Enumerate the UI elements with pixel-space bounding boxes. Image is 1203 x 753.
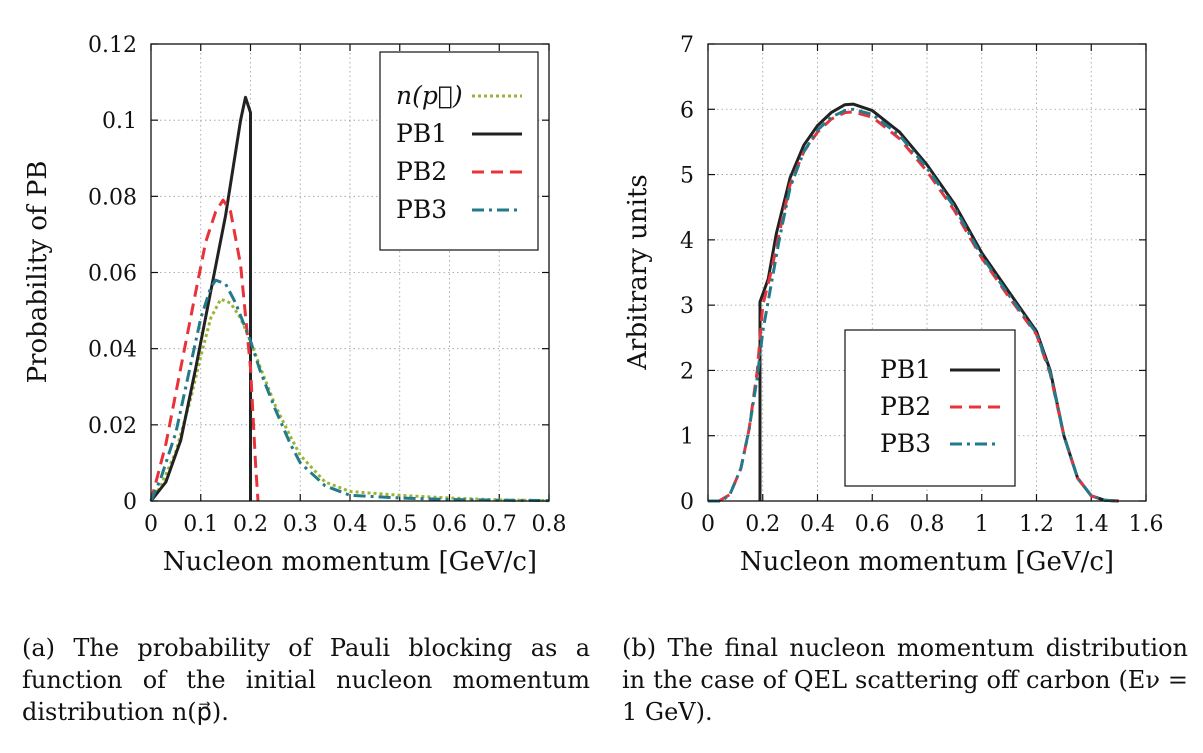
- y-tick-label-a: 0.1: [102, 109, 137, 134]
- grid-b: [708, 44, 1146, 501]
- y-tick-label-b: 0: [680, 490, 694, 515]
- legend-label-pb3-b: PB3: [880, 429, 931, 458]
- x-tick-label-a: 0.1: [183, 512, 218, 537]
- legend-label-n_p-a: n(p⃗): [396, 81, 463, 110]
- y-tick-label-b: 6: [680, 98, 694, 123]
- y-tick-label-b: 5: [680, 164, 694, 189]
- grid-a: [151, 44, 549, 501]
- caption-b: (b) The final nucleon momentum distribut…: [622, 632, 1188, 728]
- x-tick-label-a: 0.5: [382, 512, 417, 537]
- x-tick-label-a: 0.7: [482, 512, 517, 537]
- legend-box-a: [379, 51, 539, 251]
- legend-label-pb3-a: PB3: [396, 195, 447, 224]
- y-tick-label-a: 0.02: [88, 414, 137, 439]
- y-tick-label-b: 1: [680, 425, 694, 450]
- plot-frame-a: [150, 43, 550, 502]
- series-line-pb1-a: [149, 95, 252, 502]
- x-tick-label-b: 1.4: [1074, 512, 1109, 537]
- y-tick-label-a: 0.08: [88, 185, 137, 210]
- series-a: [149, 95, 550, 503]
- x-tick-label-b: 1.6: [1129, 512, 1164, 537]
- x-tick-label-b: 0.6: [855, 512, 890, 537]
- y-tick-label-a: 0: [123, 490, 137, 515]
- y-tick-label-b: 2: [680, 359, 694, 384]
- x-tick-label-b: 0.2: [745, 512, 780, 537]
- x-axis-label-b: Nucleon momentum [GeV/c]: [740, 547, 1114, 577]
- series-b: [708, 102, 1119, 503]
- y-tick-label-b: 4: [680, 229, 694, 254]
- figure: 0 0.1 0.2 0.3 0.4 0.5 0.6 0.7 0.8 00.020.040.060…: [23, 33, 1164, 577]
- y-tick-label-b: 7: [680, 33, 694, 58]
- x-tick-label-b: 0: [701, 512, 715, 537]
- caption-a: (a) The probability of Pauli blocking as…: [22, 632, 590, 728]
- y-axis-label-a: Probability of PB: [23, 161, 53, 384]
- x-tick-label-b: 0.4: [800, 512, 835, 537]
- x-ticks-a: 0 0.1 0.2 0.3 0.4 0.5 0.6 0.7 0.8: [144, 44, 567, 537]
- x-tick-label-a: 0.8: [532, 512, 567, 537]
- x-tick-label-a: 0: [144, 512, 158, 537]
- caption-a-text: (a) The probability of Pauli blocking as…: [22, 634, 590, 726]
- y-axis-label-b: Arbitrary units: [623, 174, 653, 371]
- x-tick-label-a: 0.3: [283, 512, 318, 537]
- x-tick-label-b: 0.8: [910, 512, 945, 537]
- plot-frame-b: [707, 43, 1147, 502]
- y-ticks-a: 0 0.02 0.04 0.06 0.08 0.1 0.12: [88, 33, 549, 515]
- caption-b-text: (b) The final nucleon momentum distribut…: [622, 634, 1188, 726]
- chart-panel-a: 0 0.1 0.2 0.3 0.4 0.5 0.6 0.7 0.8 00.020.040.060…: [23, 33, 567, 577]
- legend-label-pb2-b: PB2: [880, 392, 931, 421]
- series-line-pb3-b: [708, 107, 1119, 503]
- legend-b: PB1 PB2 PB3: [844, 329, 1016, 487]
- legend-label-pb2-a: PB2: [396, 157, 447, 186]
- legend-box-b: [844, 329, 1016, 487]
- series-line-pb3-a: [149, 278, 550, 503]
- y-tick-label-a: 0.06: [88, 262, 137, 287]
- series-line-pb2-b: [718, 110, 1119, 503]
- x-tick-label-a: 0.4: [333, 512, 368, 537]
- x-tick-label-b: 1.2: [1019, 512, 1054, 537]
- y-tick-label-a: 0.12: [88, 33, 137, 58]
- series-line-pb2-a: [149, 198, 260, 502]
- legend-a: n(p⃗) PB1 PB2 PB3: [379, 51, 539, 251]
- y-tick-label-a: 0.04: [88, 338, 137, 363]
- legend-label-pb1-a: PB1: [396, 119, 447, 148]
- x-axis-label-a: Nucleon momentum [GeV/c]: [163, 547, 537, 577]
- chart-panel-b: 0 0.2 0.4 0.6 0.8 1 1.2 1.4 1.6 0 1 2 3 4 5 6 7 Nucleon…: [623, 33, 1164, 577]
- x-tick-label-a: 0.2: [233, 512, 268, 537]
- y-tick-label-b: 3: [680, 294, 694, 319]
- x-tick-label-a: 0.6: [432, 512, 467, 537]
- x-ticks-b: 0 0.2 0.4 0.6 0.8 1 1.2 1.4 1.6: [701, 44, 1164, 537]
- x-tick-label-b: 1: [975, 512, 989, 537]
- legend-label-pb1-b: PB1: [880, 355, 931, 384]
